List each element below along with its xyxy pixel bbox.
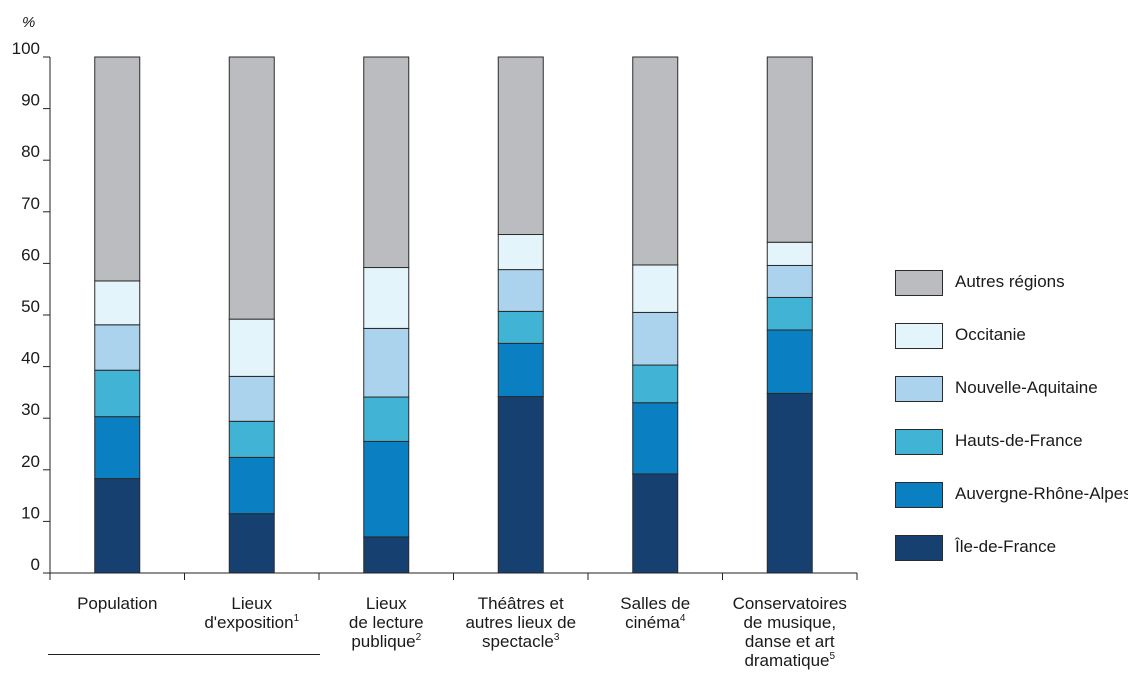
- footnote-rule: [48, 654, 320, 655]
- legend-label: Occitanie: [955, 325, 1026, 344]
- y-axis-unit-label: %: [22, 14, 35, 31]
- bar-segment: [228, 420, 275, 458]
- x-category-label: Lieux: [231, 594, 272, 613]
- bar-segment: [363, 536, 410, 574]
- bar-segment: [94, 416, 141, 480]
- bar-segment: [228, 375, 275, 422]
- bar-segment: [363, 56, 410, 269]
- bar-segment: [228, 56, 275, 320]
- y-tick-label: 60: [21, 245, 40, 264]
- bar-segment: [363, 327, 410, 398]
- legend-label: Auvergne-Rhône-Alpes: [955, 484, 1128, 503]
- bar-segment: [94, 369, 141, 418]
- legend-label: Île-de-France: [955, 537, 1057, 556]
- bar-segment: [632, 311, 679, 366]
- y-tick-label: 20: [21, 452, 40, 471]
- x-category-label: dramatique5: [744, 651, 835, 670]
- legend-label: Hauts-de-France: [955, 431, 1083, 450]
- y-axis: 0 10 20 30 40 50 60 70 80 90 100: [12, 39, 51, 574]
- bar-segment: [228, 513, 275, 574]
- x-category-label: Théâtres et: [478, 594, 564, 613]
- legend-swatch: [895, 376, 943, 402]
- bar-segment: [766, 329, 813, 394]
- legend-item: Île-de-France: [890, 535, 1126, 561]
- bar-segment: [632, 56, 679, 266]
- bar-segment: [94, 56, 141, 282]
- bar-segment: [632, 364, 679, 404]
- y-tick-label: 50: [21, 297, 40, 316]
- x-category-label: Conservatoires: [733, 594, 847, 613]
- y-tick-label: 100: [12, 39, 40, 58]
- x-category-label: Population: [77, 594, 157, 613]
- y-tick-label: 30: [21, 400, 40, 419]
- bar-segment: [363, 440, 410, 538]
- y-tick-label: 10: [21, 503, 40, 522]
- x-category-label: cinéma4: [625, 613, 686, 632]
- bar-segment: [632, 402, 679, 475]
- footnote-marker: 2: [416, 632, 422, 643]
- x-category-label: de lecture: [349, 613, 424, 632]
- y-tick-label: 40: [21, 349, 40, 368]
- bars-group: [94, 56, 813, 574]
- x-category-label: autres lieux de: [465, 613, 576, 632]
- legend-swatch: [895, 323, 943, 349]
- legend-item: Occitanie: [890, 323, 1126, 349]
- bar-segment: [497, 269, 544, 312]
- x-category-label: de musique,: [743, 613, 836, 632]
- legend-label: Nouvelle-Aquitaine: [955, 378, 1098, 397]
- x-category-label: publique2: [351, 632, 421, 651]
- bar-segment: [497, 56, 544, 236]
- legend-item: Nouvelle-Aquitaine: [890, 376, 1126, 402]
- legend-swatch: [895, 535, 943, 561]
- x-category-label: danse et art: [745, 632, 835, 651]
- footnote-marker: 4: [680, 613, 686, 624]
- y-tick-label: 70: [21, 194, 40, 213]
- legend-label: Autres régions: [955, 272, 1065, 291]
- footnote-marker: 5: [830, 651, 836, 662]
- bar-segment: [632, 264, 679, 313]
- bar-segment: [228, 456, 275, 515]
- bar-segment: [766, 241, 813, 266]
- legend-item: Auvergne-Rhône-Alpes: [890, 482, 1128, 508]
- y-tick-label: 0: [31, 555, 40, 574]
- bar-segment: [363, 396, 410, 442]
- y-tick-label: 90: [21, 91, 40, 110]
- footnote-marker: 1: [294, 613, 300, 624]
- x-category-label: d'exposition1: [204, 613, 299, 632]
- legend-swatch: [895, 429, 943, 455]
- bar-segment: [228, 318, 275, 377]
- bar-segment: [363, 267, 410, 329]
- legend-swatch: [895, 270, 943, 296]
- bar-segment: [94, 324, 141, 371]
- x-category-label: Salles de: [620, 594, 690, 613]
- bar-segment: [766, 56, 813, 243]
- bar-segment: [94, 478, 141, 574]
- bar-segment: [766, 392, 813, 574]
- legend-item: Hauts-de-France: [890, 429, 1126, 455]
- bar-segment: [766, 264, 813, 298]
- x-category-label: spectacle3: [482, 632, 560, 651]
- bar-segment: [94, 280, 141, 326]
- bar-segment: [497, 396, 544, 574]
- bar-segment: [497, 234, 544, 271]
- bar-segment: [497, 310, 544, 344]
- footnote-marker: 3: [554, 632, 560, 643]
- legend-swatch: [895, 482, 943, 508]
- bar-segment: [632, 473, 679, 574]
- bar-segment: [766, 296, 813, 331]
- y-tick-label: 80: [21, 142, 40, 161]
- bar-segment: [497, 342, 544, 398]
- legend-item: Autres régions: [890, 270, 1126, 296]
- x-category-label: Lieux: [366, 594, 407, 613]
